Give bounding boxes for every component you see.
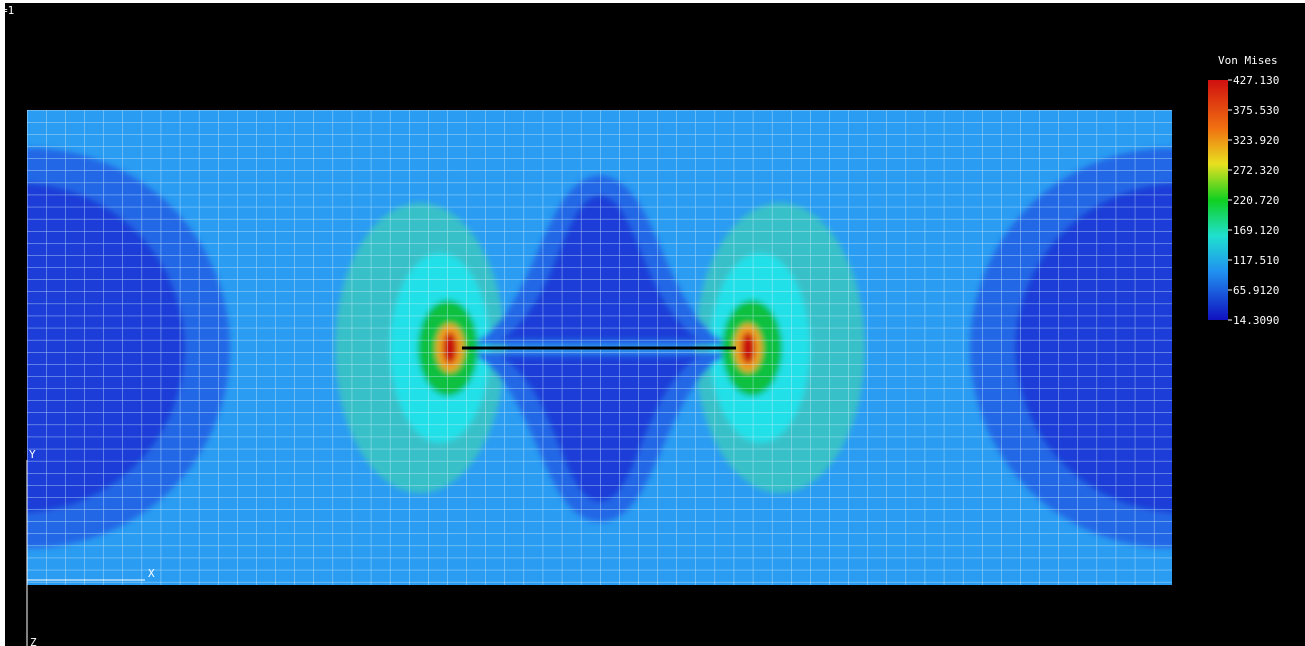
axis-y: Y [29,448,36,461]
plate [0,110,1305,585]
legend-labels: 427.130 375.530 323.920 272.320 220.720 169.1… [1228,74,1279,327]
legend-label: 323.920 [1233,134,1279,147]
page: =1 Y X Z Von Mises 427.130 375.530 323.920… [0,0,1305,646]
viewport-label: =1 [1,4,14,17]
axis-x: X [148,567,155,580]
legend-label: 14.3090 [1233,314,1279,327]
legend-title: Von Mises [1218,54,1278,67]
legend-label: 169.120 [1233,224,1279,237]
legend-label: 220.720 [1233,194,1279,207]
axis-z: Z [30,636,37,646]
legend-label: 427.130 [1233,74,1279,87]
legend-label: 117.510 [1233,254,1279,267]
viewport: =1 Y X Z Von Mises 427.130 375.530 323.920… [0,0,1305,646]
legend-label: 272.320 [1233,164,1279,177]
legend-label: 65.9120 [1233,284,1279,297]
legend-label: 375.530 [1233,104,1279,117]
color-bar [1208,80,1228,320]
